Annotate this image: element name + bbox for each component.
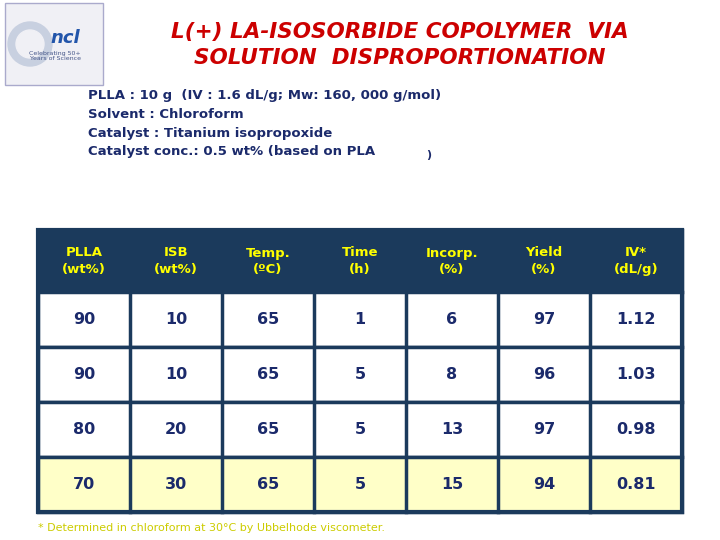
Text: 97: 97 — [533, 422, 555, 437]
Text: Catalyst conc.: 0.5 wt% (based on PLA: Catalyst conc.: 0.5 wt% (based on PLA — [88, 145, 375, 159]
Bar — [38, 347, 682, 402]
Text: 13: 13 — [441, 422, 463, 437]
Text: Catalyst : Titanium isopropoxide: Catalyst : Titanium isopropoxide — [88, 126, 332, 139]
Text: * Determined in chloroform at 30°C by Ubbelhode viscometer.: * Determined in chloroform at 30°C by Ub… — [38, 523, 385, 533]
Bar — [38, 230, 682, 512]
Text: Yield
(%): Yield (%) — [526, 246, 562, 275]
Text: 0.81: 0.81 — [616, 477, 656, 492]
Text: SOLUTION  DISPROPORTIONATION: SOLUTION DISPROPORTIONATION — [194, 48, 606, 68]
Text: 90: 90 — [73, 312, 95, 327]
Bar — [38, 457, 682, 512]
Text: 10: 10 — [165, 367, 187, 382]
Text: 65: 65 — [257, 367, 279, 382]
Text: 80: 80 — [73, 422, 95, 437]
Text: ): ) — [426, 150, 431, 160]
Text: L(+) LA-ISOSORBIDE COPOLYMER  VIA: L(+) LA-ISOSORBIDE COPOLYMER VIA — [171, 22, 629, 42]
Bar — [38, 402, 682, 457]
Text: 8: 8 — [446, 367, 458, 382]
Text: 65: 65 — [257, 422, 279, 437]
Text: 5: 5 — [354, 422, 366, 437]
Text: 94: 94 — [533, 477, 555, 492]
Text: 20: 20 — [165, 422, 187, 437]
Text: 6: 6 — [446, 312, 458, 327]
Text: 30: 30 — [165, 477, 187, 492]
Text: 90: 90 — [73, 367, 95, 382]
Text: ISB
(wt%): ISB (wt%) — [154, 246, 198, 275]
Text: 1.03: 1.03 — [616, 367, 656, 382]
Text: 1.12: 1.12 — [616, 312, 656, 327]
Text: PLLA : 10 g  (IV : 1.6 dL/g; Mw: 160, 000 g/mol): PLLA : 10 g (IV : 1.6 dL/g; Mw: 160, 000… — [88, 89, 441, 102]
Text: Incorp.
(%): Incorp. (%) — [426, 246, 478, 275]
Text: IV*
(dL/g): IV* (dL/g) — [613, 246, 658, 275]
Text: 97: 97 — [533, 312, 555, 327]
Text: 65: 65 — [257, 312, 279, 327]
Text: Time
(h): Time (h) — [342, 246, 378, 275]
Text: 5: 5 — [354, 477, 366, 492]
Text: 15: 15 — [441, 477, 463, 492]
Text: 70: 70 — [73, 477, 95, 492]
Text: Solvent : Chloroform: Solvent : Chloroform — [88, 107, 243, 120]
Text: Celebrating 50+
Years of Science: Celebrating 50+ Years of Science — [30, 51, 81, 62]
Circle shape — [16, 30, 44, 58]
Text: 10: 10 — [165, 312, 187, 327]
Bar — [38, 292, 682, 347]
Bar — [38, 230, 682, 292]
Text: 1: 1 — [354, 312, 366, 327]
Bar — [5, 3, 103, 85]
Circle shape — [8, 22, 52, 66]
Text: 96: 96 — [533, 367, 555, 382]
Text: Temp.
(ºC): Temp. (ºC) — [246, 246, 290, 275]
Text: 65: 65 — [257, 477, 279, 492]
Text: ncl: ncl — [50, 29, 80, 47]
Text: 0.98: 0.98 — [616, 422, 656, 437]
Text: PLLA
(wt%): PLLA (wt%) — [62, 246, 106, 275]
Text: 5: 5 — [354, 367, 366, 382]
